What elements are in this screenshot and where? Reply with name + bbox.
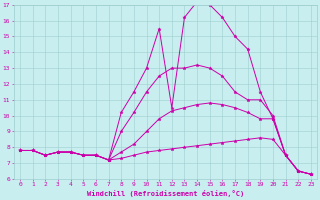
X-axis label: Windchill (Refroidissement éolien,°C): Windchill (Refroidissement éolien,°C) bbox=[87, 190, 244, 197]
